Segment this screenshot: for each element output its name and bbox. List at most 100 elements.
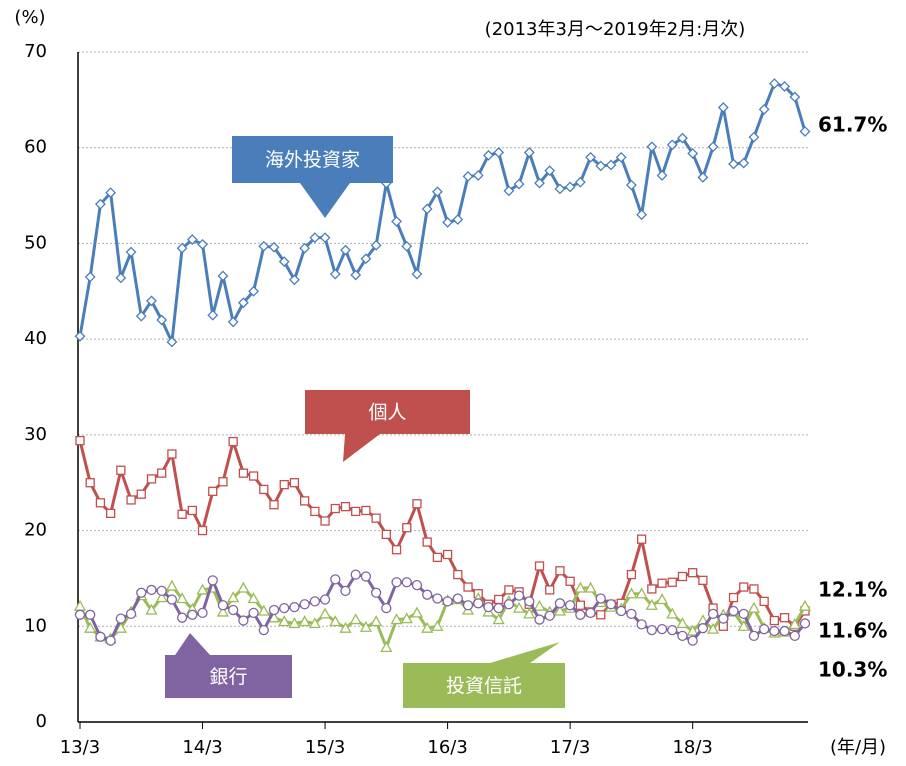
marker xyxy=(575,600,586,610)
marker xyxy=(442,549,453,560)
marker xyxy=(667,624,678,636)
marker xyxy=(605,599,617,610)
marker xyxy=(105,635,116,646)
marker xyxy=(779,625,790,637)
marker xyxy=(84,621,97,633)
chart-title: (2013年3月～2019年2月:月次) xyxy=(485,19,746,40)
marker xyxy=(289,478,300,488)
marker xyxy=(318,607,332,619)
marker xyxy=(176,242,188,254)
marker xyxy=(116,465,126,475)
marker xyxy=(524,596,535,607)
marker xyxy=(747,601,761,613)
marker xyxy=(370,239,382,251)
callout-box xyxy=(232,136,393,183)
marker xyxy=(248,471,259,481)
marker xyxy=(585,607,596,619)
marker xyxy=(677,132,688,144)
y-tick-label: 50 xyxy=(24,232,47,253)
marker xyxy=(655,593,669,605)
marker xyxy=(462,171,474,182)
y-tick-label: 60 xyxy=(24,137,47,158)
marker xyxy=(431,186,443,198)
marker xyxy=(523,147,535,158)
marker xyxy=(238,468,249,478)
marker xyxy=(257,604,270,616)
marker xyxy=(400,612,413,624)
marker xyxy=(187,609,198,620)
marker xyxy=(340,501,351,512)
marker xyxy=(462,600,474,611)
marker xyxy=(136,587,147,598)
marker xyxy=(412,499,422,509)
marker xyxy=(625,587,638,599)
marker xyxy=(279,602,290,614)
marker xyxy=(166,336,178,348)
marker xyxy=(361,505,371,516)
marker xyxy=(513,178,525,190)
marker xyxy=(432,593,443,604)
marker xyxy=(534,177,545,189)
marker xyxy=(197,607,208,619)
marker xyxy=(269,500,279,510)
marker xyxy=(228,436,238,447)
marker xyxy=(596,610,606,620)
marker xyxy=(503,185,515,197)
marker xyxy=(391,577,402,588)
marker xyxy=(238,615,249,626)
marker xyxy=(278,615,291,627)
marker xyxy=(73,599,87,611)
end-label: 10.3% xyxy=(818,658,887,682)
marker xyxy=(666,139,678,151)
marker xyxy=(207,309,219,321)
marker xyxy=(197,525,208,536)
marker xyxy=(157,468,167,478)
marker xyxy=(554,183,566,195)
marker xyxy=(759,624,770,635)
marker xyxy=(329,268,341,280)
marker xyxy=(503,599,515,610)
marker xyxy=(738,608,749,619)
marker xyxy=(166,594,178,605)
marker xyxy=(370,587,382,598)
marker xyxy=(677,630,688,642)
marker xyxy=(737,619,750,631)
marker xyxy=(759,596,769,607)
marker xyxy=(268,604,280,616)
marker xyxy=(217,270,229,282)
x-tick-label: 15/3 xyxy=(305,737,345,758)
marker xyxy=(391,215,402,227)
marker xyxy=(360,253,372,265)
marker xyxy=(553,604,567,616)
y-tick-label: 30 xyxy=(24,424,47,445)
marker xyxy=(125,608,137,619)
marker xyxy=(228,604,239,616)
marker xyxy=(340,585,351,597)
marker xyxy=(340,244,351,256)
marker xyxy=(227,591,240,603)
marker xyxy=(555,566,565,576)
marker xyxy=(298,615,311,627)
marker xyxy=(402,523,412,533)
callout-tail xyxy=(490,642,560,663)
marker xyxy=(463,582,473,592)
marker xyxy=(534,561,545,571)
marker xyxy=(544,610,555,621)
marker xyxy=(523,607,536,619)
marker xyxy=(748,630,760,642)
marker xyxy=(616,605,627,617)
y-tick-label: 0 xyxy=(36,711,47,732)
marker xyxy=(493,602,504,614)
y-axis-label: (%) xyxy=(14,7,45,28)
marker xyxy=(299,242,311,254)
marker xyxy=(309,232,321,244)
series-line xyxy=(78,82,807,344)
marker xyxy=(85,609,96,620)
marker xyxy=(492,613,505,625)
marker xyxy=(738,157,750,169)
marker xyxy=(421,203,433,215)
marker xyxy=(320,516,330,526)
marker xyxy=(289,601,300,613)
marker xyxy=(176,592,189,604)
marker xyxy=(95,631,106,642)
